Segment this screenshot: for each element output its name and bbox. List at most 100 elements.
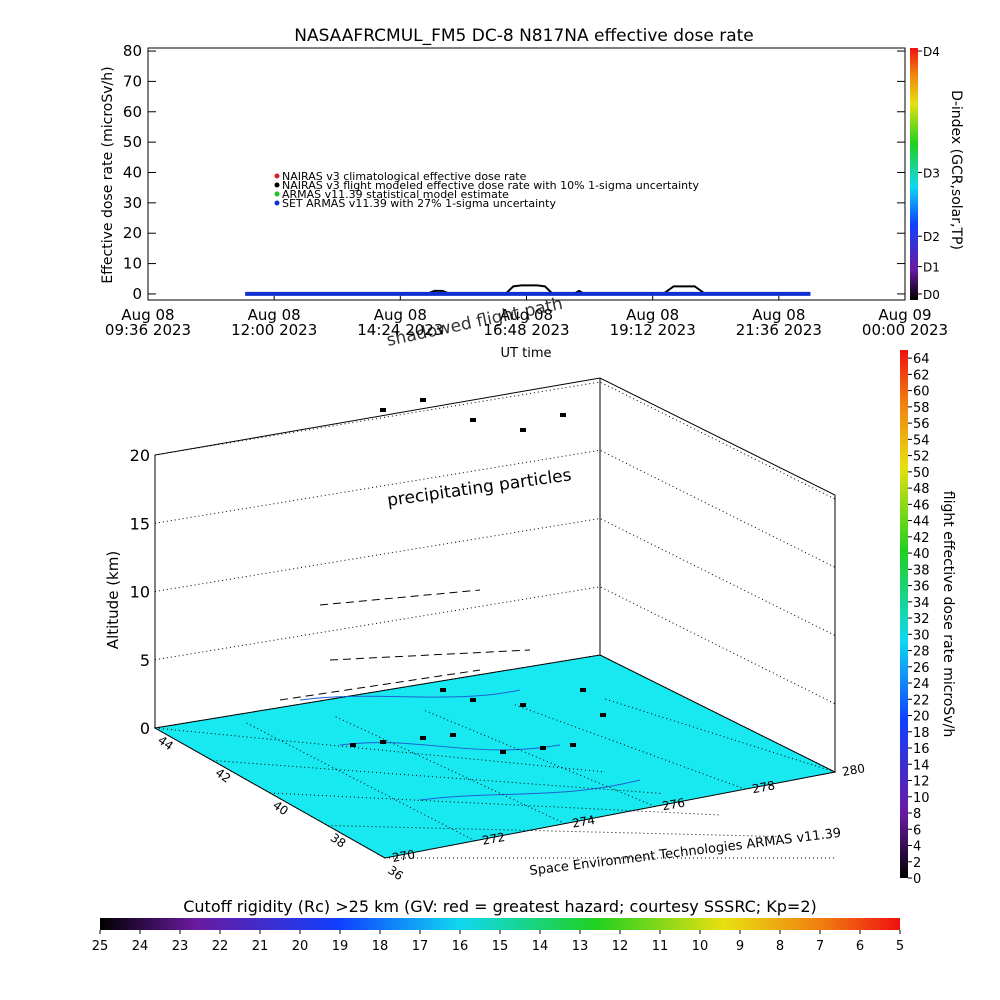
colorbar-tick-label: 13 — [572, 939, 589, 954]
colorbar-tick-label: 7 — [816, 939, 824, 954]
colorbar-tick-label: 14 — [913, 758, 930, 773]
colorbar-tick-label: 12 — [913, 775, 930, 790]
floor — [153, 654, 837, 859]
colorbar-tick-label: 20 — [292, 939, 309, 954]
legend-label: NAIRAS v3 flight modeled effective dose … — [282, 179, 699, 192]
contour — [299, 689, 641, 801]
colorbar-tick-label: 52 — [913, 450, 930, 465]
lon-grid — [424, 710, 656, 807]
x-tick-label: 00:00 2023 — [862, 321, 948, 339]
flight-marks — [350, 398, 606, 754]
colorbar-tick-label: 54 — [913, 433, 930, 448]
x-tick-label: 16:48 2023 — [483, 321, 569, 339]
lon-tick-label: 274 — [571, 813, 596, 831]
d-index-colorbar — [910, 48, 918, 300]
colorbar-tick-label: 22 — [212, 939, 229, 954]
colorbar-tick-label: 0 — [913, 872, 921, 887]
colorbar-tick-label: 11 — [652, 939, 669, 954]
colorbar-tick-label: 60 — [913, 385, 930, 400]
colorbar-tick-label: 40 — [913, 547, 930, 562]
lat-tick-label: 36 — [385, 863, 406, 883]
lon-grid — [604, 698, 836, 773]
x-tick-label: 09:36 2023 — [105, 321, 191, 339]
x-tick-label: Aug 08 — [374, 306, 427, 324]
y-tick-label: 70 — [123, 72, 142, 90]
legend-symbol — [274, 182, 280, 188]
colorbar-tick-label: 16 — [452, 939, 469, 954]
z-tick-label: 20 — [130, 446, 150, 465]
colorbar-tick-label: 28 — [913, 645, 930, 660]
colorbar-tick-label: 21 — [252, 939, 269, 954]
colorbar-tick-label: 23 — [172, 939, 189, 954]
y-tick-label: 10 — [123, 255, 142, 273]
colorbar-tick-label: 15 — [492, 939, 509, 954]
lat-grid — [154, 727, 606, 773]
lon-tick-label: 270 — [391, 847, 416, 865]
legend-label: SET ARMAS v11.39 with 27% 1-sigma uncert… — [282, 197, 556, 210]
colorbar-tick-label: D1 — [923, 261, 940, 275]
y-tick-label: 40 — [123, 163, 142, 181]
colorbar-tick-label: 8 — [776, 939, 784, 954]
lon-tick-label: 276 — [661, 796, 686, 814]
lon-grid — [154, 727, 386, 859]
lon-tick-label: 280 — [841, 761, 866, 779]
colorbar-tick-label: 30 — [913, 628, 930, 643]
x-tick-label: 21:36 2023 — [736, 321, 822, 339]
x-tick-label: 14:24 2023 — [357, 321, 443, 339]
lat-grid — [212, 760, 663, 794]
colorbar-tick-label: 22 — [913, 693, 930, 708]
legend-symbol — [274, 173, 280, 179]
colorbar-tick-label: 6 — [856, 939, 864, 954]
colorbar-tick-label: 32 — [913, 612, 930, 627]
x-tick-label: Aug 08 — [500, 306, 553, 324]
colorbar-tick-label: D3 — [923, 166, 940, 180]
dose-colorbar — [900, 350, 908, 878]
x-tick-label: Aug 08 — [121, 306, 174, 324]
colorbar-tick-label: 5 — [896, 939, 904, 954]
y-tick-label: 60 — [123, 103, 142, 121]
colorbar-tick-label: 19 — [332, 939, 349, 954]
colorbar-tick-label: 46 — [913, 498, 930, 513]
y-tick-label: 20 — [123, 224, 142, 242]
colorbar-tick-label: 25 — [92, 939, 109, 954]
colorbar-tick-label: 62 — [913, 368, 930, 383]
x-tick-label: Aug 08 — [752, 306, 805, 324]
colorbar-tick-label: 10 — [913, 791, 930, 806]
y-tick-label: 50 — [123, 133, 142, 151]
grid-line — [154, 449, 836, 568]
colorbar-tick-label: 50 — [913, 466, 930, 481]
legend-symbol — [274, 191, 280, 197]
colorbar-tick-label: 8 — [913, 807, 921, 822]
colorbar-tick-label: D4 — [923, 45, 940, 59]
z-tick-label: 15 — [130, 514, 150, 533]
lon-tick-label: 272 — [481, 830, 506, 848]
y-tick-label: 30 — [123, 194, 142, 212]
chart-title: NASAAFRCMUL_FM5 DC-8 N817NA effective do… — [294, 26, 754, 46]
rigidity-colorbar — [100, 918, 900, 930]
colorbar-tick-label: 16 — [913, 742, 930, 757]
colorbar-tick-label: 44 — [913, 515, 930, 530]
x-axis-label: UT time — [501, 346, 552, 361]
colorbar-tick-label: 58 — [913, 401, 930, 416]
x-tick-label: 12:00 2023 — [231, 321, 317, 339]
colorbar-title: Cutoff rigidity (Rc) >25 km (GV: red = g… — [183, 897, 817, 916]
colorbar-tick-label: 18 — [372, 939, 389, 954]
colorbar-label: D-index (GCR,solar,TP) — [948, 90, 964, 250]
colorbar-tick-label: 64 — [913, 352, 930, 367]
colorbar-tick-label: 26 — [913, 661, 930, 676]
x-tick-label: Aug 08 — [248, 306, 301, 324]
grid-line — [154, 517, 836, 636]
colorbar-tick-label: 20 — [913, 710, 930, 725]
legend-label: ARMAS v11.39 statistical model estimate — [282, 188, 509, 201]
colorbar-tick-label: D0 — [923, 288, 940, 302]
z-tick-label: 5 — [140, 651, 150, 670]
colorbar-tick-label: 4 — [913, 840, 921, 855]
z-tick-label: 0 — [140, 719, 150, 738]
colorbar-tick-label: 24 — [913, 677, 930, 692]
colorbar-tick-label: 34 — [913, 596, 930, 611]
x-tick-label: Aug 09 — [878, 306, 931, 324]
annotation: precipitating particles — [386, 465, 573, 511]
series-line — [245, 284, 811, 295]
legend-label: NAIRAS v3 climatological effective dose … — [282, 170, 527, 183]
